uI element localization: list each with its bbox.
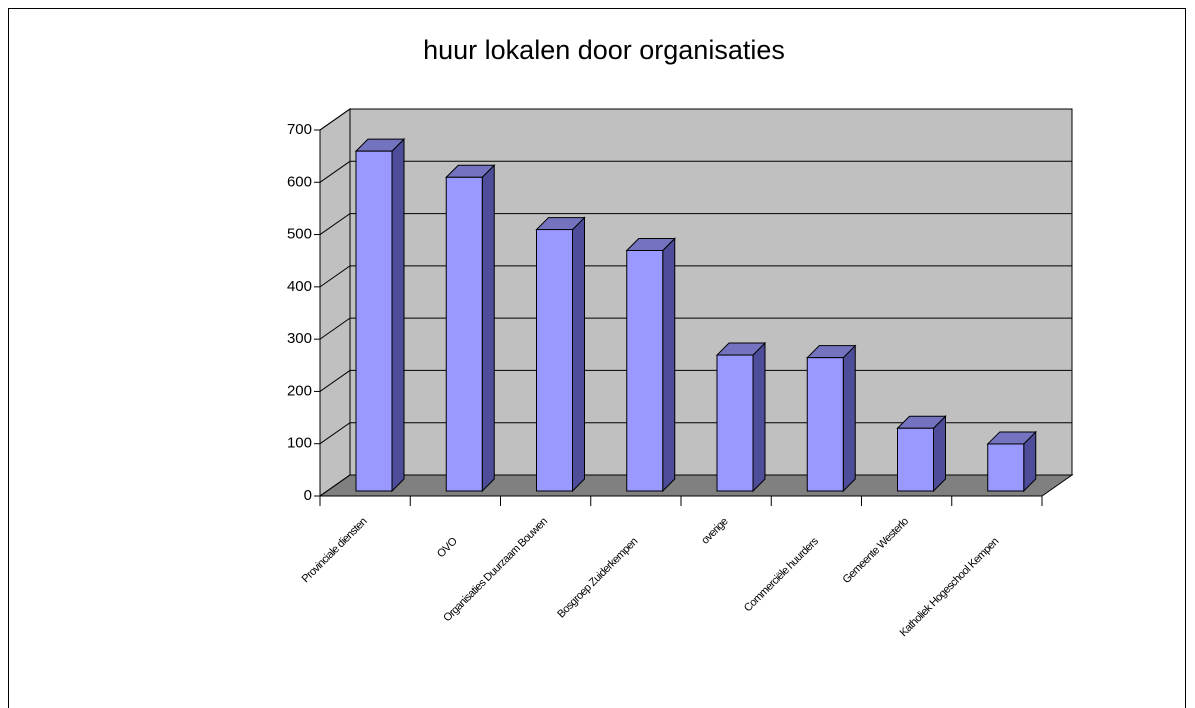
bar-front: [626, 249, 664, 492]
bar: [986, 430, 1037, 493]
bar-front: [987, 443, 1025, 492]
grid-line: [319, 317, 1072, 340]
y-tick-label: 0: [304, 487, 312, 504]
y-tick-label: 700: [287, 121, 312, 138]
bar-side: [572, 216, 585, 493]
bar-side: [481, 164, 495, 493]
bar-front: [536, 229, 573, 492]
bar-front: [716, 354, 754, 492]
floor: [318, 474, 1074, 497]
bar: [445, 164, 496, 493]
grid-line: [319, 213, 1072, 235]
bar: [715, 341, 767, 493]
bar: [354, 137, 406, 493]
bar-side: [391, 137, 405, 493]
bar-side: [933, 415, 946, 493]
bar-side: [662, 237, 676, 493]
left-wall: [319, 108, 351, 497]
grid-line: [319, 108, 1072, 131]
bar-side: [842, 344, 856, 493]
bar-front: [445, 176, 483, 492]
bar: [896, 415, 947, 493]
y-tick-label: 600: [287, 173, 312, 190]
grid-line: [319, 265, 1072, 288]
chart-title: huur lokalen door organisaties: [423, 35, 785, 65]
bar: [535, 216, 586, 493]
bar-side: [752, 341, 766, 493]
bar-front: [806, 357, 844, 492]
y-tick-label: 100: [287, 435, 312, 452]
grid-line: [319, 160, 1072, 183]
y-tick-label: 400: [287, 278, 312, 295]
bar-front: [355, 150, 393, 492]
y-tick-label: 500: [287, 226, 312, 243]
y-tick-label: 300: [287, 330, 312, 347]
bar: [625, 237, 676, 493]
y-tick-label: 200: [287, 382, 312, 399]
bar-front: [897, 427, 934, 492]
bar: [806, 344, 857, 493]
